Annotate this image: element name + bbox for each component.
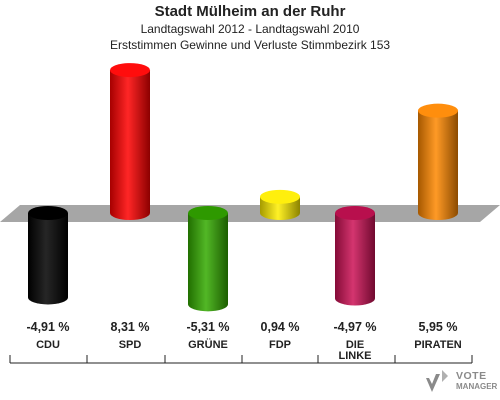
bar-cdu	[28, 213, 68, 305]
category-label: PIRATEN	[414, 339, 462, 351]
value-label: -4,91 %	[26, 320, 69, 334]
category-label: FDP	[269, 339, 291, 351]
vote-manager-logo-icon	[426, 370, 448, 392]
bar-spd	[110, 70, 150, 221]
bar-top-cdu	[28, 206, 68, 220]
chart-subtitle-district: Erststimmen Gewinne und Verluste Stimmbe…	[109, 38, 391, 52]
category-label: SPD	[119, 339, 142, 351]
value-label: 8,31 %	[111, 320, 150, 334]
chart-title: Stadt Mülheim an der Ruhr	[154, 3, 346, 20]
bar-top-die-linke	[335, 206, 375, 220]
bar-top-spd	[110, 63, 150, 78]
category-label: DIE	[346, 339, 364, 351]
category-label: CDU	[36, 339, 60, 351]
bar-top-piraten	[418, 103, 458, 118]
category-label: GRÜNE	[188, 338, 228, 351]
value-label: 5,95 %	[419, 320, 458, 334]
value-label: -5,31 %	[186, 320, 229, 334]
value-label: -4,97 %	[333, 320, 376, 334]
category-label: LINKE	[339, 350, 372, 362]
logo-text-vote: VOTE	[456, 370, 487, 382]
bar-grüne	[188, 213, 228, 312]
bar-piraten	[418, 110, 458, 220]
logo-text-manager: MANAGER	[456, 382, 498, 391]
bar-top-fdp	[260, 189, 300, 204]
bar-die-linke	[335, 213, 375, 306]
chart-subtitle-election: Landtagswahl 2012 - Landtagswahl 2010	[140, 22, 360, 36]
bar-top-grüne	[188, 206, 228, 220]
value-label: 0,94 %	[261, 320, 300, 334]
